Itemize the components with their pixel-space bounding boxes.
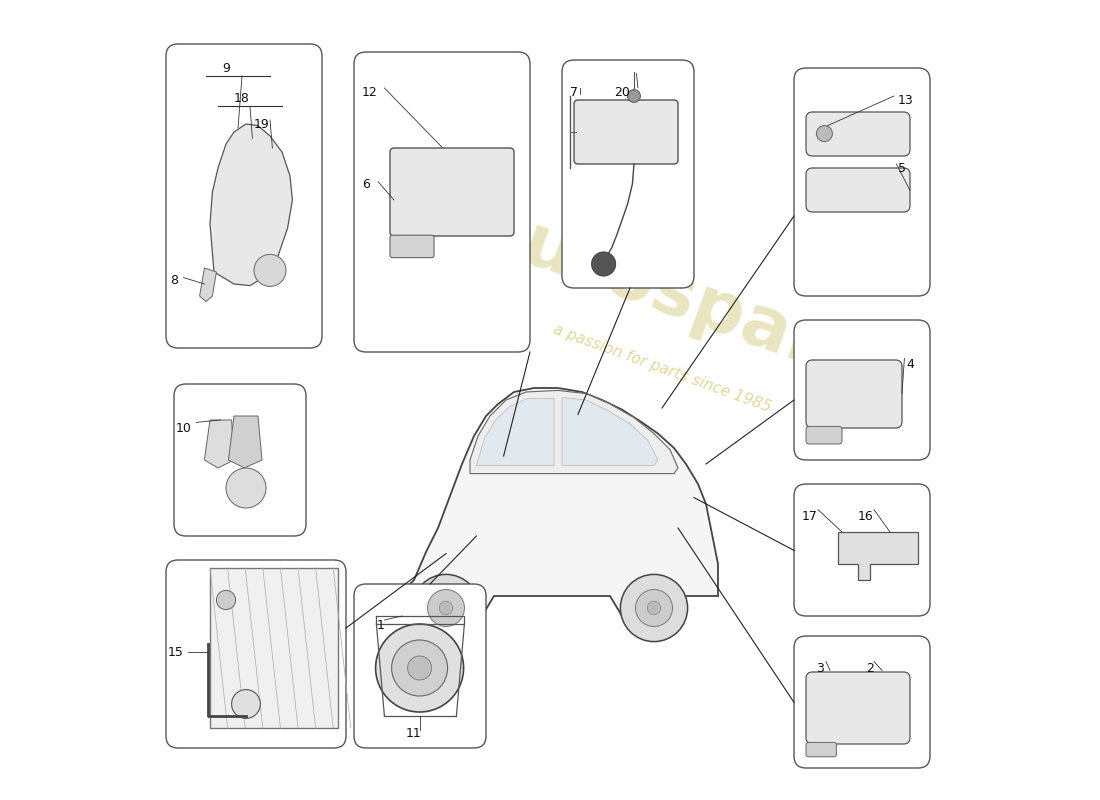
FancyBboxPatch shape: [562, 60, 694, 288]
FancyBboxPatch shape: [806, 426, 842, 444]
Text: 17: 17: [802, 510, 818, 522]
Circle shape: [439, 602, 453, 614]
Polygon shape: [205, 420, 234, 468]
Polygon shape: [470, 390, 678, 474]
Circle shape: [816, 126, 833, 142]
FancyBboxPatch shape: [806, 168, 910, 212]
Text: 8: 8: [170, 274, 178, 286]
Text: 1: 1: [376, 619, 384, 632]
Text: 18: 18: [234, 92, 250, 105]
FancyBboxPatch shape: [390, 235, 435, 258]
Text: eurospares: eurospares: [468, 194, 921, 414]
FancyBboxPatch shape: [174, 384, 306, 536]
FancyBboxPatch shape: [806, 742, 836, 757]
Text: 7: 7: [570, 86, 578, 98]
FancyBboxPatch shape: [794, 68, 930, 296]
Polygon shape: [476, 398, 554, 466]
Circle shape: [412, 574, 480, 642]
Circle shape: [628, 90, 640, 102]
FancyBboxPatch shape: [390, 148, 514, 236]
Circle shape: [217, 590, 235, 610]
Circle shape: [226, 468, 266, 508]
Circle shape: [408, 656, 431, 680]
FancyBboxPatch shape: [166, 44, 322, 348]
FancyBboxPatch shape: [574, 100, 678, 164]
Text: 4: 4: [906, 358, 914, 370]
Polygon shape: [199, 268, 217, 302]
Text: 9: 9: [222, 62, 230, 74]
Text: 15: 15: [167, 646, 184, 658]
Circle shape: [428, 590, 464, 626]
Polygon shape: [210, 124, 293, 286]
Text: 2: 2: [866, 662, 873, 674]
FancyBboxPatch shape: [806, 112, 910, 156]
Text: 19: 19: [254, 118, 270, 130]
Text: 5: 5: [898, 162, 906, 174]
Circle shape: [392, 640, 448, 696]
Polygon shape: [229, 416, 262, 468]
Polygon shape: [838, 532, 918, 580]
Polygon shape: [394, 388, 718, 628]
Polygon shape: [210, 568, 338, 728]
Text: 6: 6: [362, 178, 370, 190]
Circle shape: [620, 574, 688, 642]
FancyBboxPatch shape: [166, 560, 346, 748]
Circle shape: [647, 602, 661, 614]
Polygon shape: [562, 398, 658, 466]
Circle shape: [254, 254, 286, 286]
Text: 20: 20: [614, 86, 630, 98]
Text: 10: 10: [176, 422, 191, 434]
FancyBboxPatch shape: [794, 320, 930, 460]
Circle shape: [592, 252, 616, 276]
Text: 12: 12: [362, 86, 377, 98]
FancyBboxPatch shape: [354, 584, 486, 748]
Text: 13: 13: [898, 94, 914, 106]
Circle shape: [636, 590, 672, 626]
FancyBboxPatch shape: [806, 360, 902, 428]
FancyBboxPatch shape: [794, 636, 930, 768]
Text: a passion for parts since 1985: a passion for parts since 1985: [551, 322, 773, 414]
Circle shape: [375, 624, 463, 712]
FancyBboxPatch shape: [806, 672, 910, 744]
Text: 16: 16: [858, 510, 873, 522]
Circle shape: [232, 690, 261, 718]
Text: 11: 11: [406, 727, 421, 740]
FancyBboxPatch shape: [794, 484, 930, 616]
Text: 3: 3: [816, 662, 824, 674]
FancyBboxPatch shape: [354, 52, 530, 352]
